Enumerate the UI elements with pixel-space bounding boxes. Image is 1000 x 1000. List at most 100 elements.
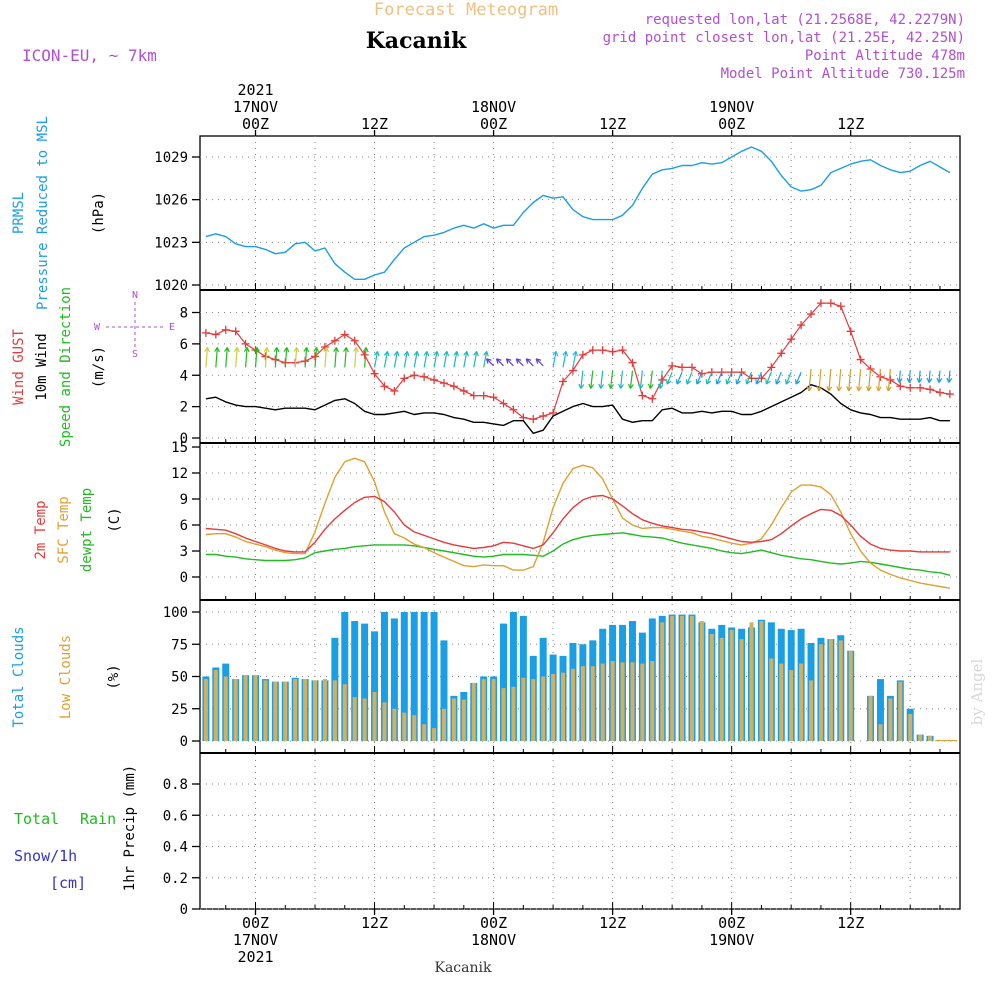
watermark: by Angel bbox=[968, 658, 986, 725]
wind-arrow-head bbox=[433, 351, 440, 357]
low-cloud-bar bbox=[650, 661, 655, 741]
wind-arrow-head bbox=[323, 347, 330, 353]
wind-arrow-head bbox=[794, 379, 801, 385]
wind-arrow-head bbox=[423, 351, 430, 357]
clouds-ytick-label: 100 bbox=[163, 605, 188, 621]
low-cloud-bar bbox=[551, 673, 556, 741]
wind-arrow-head bbox=[637, 383, 644, 389]
wind-arrow-head bbox=[463, 351, 469, 357]
wind-arrow bbox=[496, 358, 504, 367]
wind-arrow bbox=[423, 351, 428, 368]
low-cloud-bar bbox=[203, 679, 208, 741]
wind-arrow bbox=[486, 358, 495, 367]
gust-marker bbox=[350, 336, 359, 345]
wind-arrow-head bbox=[214, 347, 220, 353]
precip-unit: 1hr Precip (mm) bbox=[122, 765, 138, 891]
wind-arrow bbox=[244, 347, 248, 368]
pressure-label-long: Pressure Reduced to MSL bbox=[35, 116, 51, 310]
compass-s: S bbox=[132, 349, 138, 360]
low-cloud-bar bbox=[610, 661, 615, 741]
wind-arrow bbox=[736, 371, 743, 385]
wind-arrow-head bbox=[572, 351, 579, 357]
wind-arrow bbox=[928, 370, 931, 383]
low-cloud-bar bbox=[779, 663, 784, 741]
low-cloud-bar bbox=[223, 676, 228, 741]
wind-arrow bbox=[887, 368, 891, 392]
sfc-temp-line bbox=[205, 457, 951, 589]
gridpoint-coords: grid point closest lon,lat (21.25E, 42.2… bbox=[603, 30, 965, 46]
low-cloud-bar bbox=[660, 622, 665, 741]
wind-arrow-head bbox=[936, 377, 943, 383]
wind-arrow-head bbox=[486, 358, 492, 364]
wind-arrow-head bbox=[393, 351, 400, 357]
wind-arrow bbox=[858, 368, 862, 392]
low-cloud-bar bbox=[630, 662, 635, 741]
gust-marker bbox=[826, 299, 835, 308]
low-cloud-bar bbox=[213, 670, 218, 741]
wind-arrow-head bbox=[362, 347, 369, 353]
low-cloud-bar bbox=[729, 630, 734, 741]
requested-coords: requested lon,lat (21.2568E, 42.2279N) bbox=[645, 12, 965, 28]
low-cloud-bar bbox=[789, 670, 794, 741]
wind-arrow-head bbox=[666, 379, 672, 385]
low-cloud-bar bbox=[878, 724, 883, 741]
wind-arrow bbox=[785, 371, 792, 385]
wind-arrow-head bbox=[906, 377, 913, 383]
top-time-label: 17NOV bbox=[233, 98, 278, 116]
low-cloud-bar bbox=[422, 724, 427, 741]
wind-arrow bbox=[590, 370, 594, 389]
low-cloud-bar bbox=[521, 677, 526, 741]
model-point-altitude: Model Point Altitude 730.125m bbox=[721, 66, 965, 82]
low-cloud-bar bbox=[273, 681, 278, 741]
wind-arrow bbox=[364, 347, 367, 368]
data-layer bbox=[201, 146, 957, 741]
temp-ytick-label: 15 bbox=[171, 440, 188, 456]
wind-arrow-head bbox=[588, 383, 595, 389]
gust-marker bbox=[678, 363, 687, 372]
axes-layer: 1020102310261029024680369121502550751000… bbox=[154, 81, 941, 966]
dewpt-line bbox=[205, 532, 951, 576]
wind-ytick-label: 4 bbox=[180, 368, 188, 384]
gust-marker bbox=[787, 335, 796, 344]
low-cloud-bar bbox=[561, 672, 566, 741]
wind-arrow bbox=[572, 351, 577, 368]
total-cloud-bar bbox=[440, 640, 448, 741]
gust-marker bbox=[668, 361, 677, 370]
top-time-label: 00Z bbox=[480, 115, 507, 133]
low-cloud-bar bbox=[898, 681, 903, 741]
wind-arrow-head bbox=[303, 347, 310, 353]
gust-marker bbox=[916, 383, 925, 392]
low-cloud-bar bbox=[243, 675, 248, 741]
wind-arrow bbox=[254, 347, 258, 368]
product-title: Forecast Meteogram bbox=[374, 0, 558, 20]
low-cloud-bar bbox=[888, 698, 893, 741]
bottom-time-label: 12Z bbox=[361, 914, 388, 932]
gust-marker bbox=[836, 302, 845, 311]
wind-arrow bbox=[696, 371, 703, 385]
precip-ytick-label: 0.6 bbox=[163, 808, 188, 824]
wind-arrow bbox=[535, 358, 544, 367]
wind-arrow bbox=[629, 370, 634, 389]
wind-arrow-head bbox=[598, 383, 605, 389]
wind-arrow bbox=[666, 371, 673, 385]
low-cloud-bar bbox=[392, 708, 397, 741]
precip-snow-unit: [cm] bbox=[50, 874, 86, 892]
pressure-unit: (hPa) bbox=[91, 192, 107, 234]
wind-label: 10m Wind bbox=[34, 333, 50, 400]
total-cloud-bar bbox=[500, 623, 507, 741]
wind-arrow bbox=[649, 370, 653, 389]
wind-arrow bbox=[838, 368, 842, 392]
gust-marker bbox=[380, 382, 389, 391]
low-cloud-bar bbox=[372, 691, 377, 741]
wind-arrow bbox=[686, 371, 693, 385]
low-cloud-bar bbox=[303, 679, 308, 741]
wind-ytick-label: 8 bbox=[180, 306, 188, 322]
gust-marker bbox=[886, 375, 895, 384]
low-cloud-bar bbox=[868, 695, 873, 741]
low-cloud-bar bbox=[342, 684, 347, 741]
low-cloud-bar bbox=[580, 666, 585, 741]
gust-marker bbox=[559, 377, 568, 386]
low-cloud-bar bbox=[441, 708, 446, 741]
low-cloud-bar bbox=[382, 702, 387, 741]
gust-marker bbox=[539, 412, 548, 421]
